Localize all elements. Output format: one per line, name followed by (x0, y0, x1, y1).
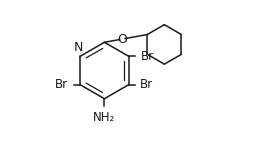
Text: N: N (74, 41, 83, 54)
Text: NH₂: NH₂ (93, 111, 116, 124)
Text: Br: Br (140, 50, 153, 63)
Text: Br: Br (55, 78, 68, 91)
Text: O: O (117, 33, 127, 46)
Text: Br: Br (140, 78, 153, 91)
